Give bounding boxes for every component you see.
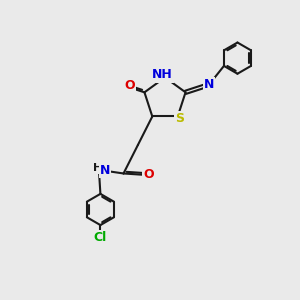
Text: N: N (100, 164, 110, 177)
Text: H: H (93, 163, 102, 173)
Text: Cl: Cl (94, 231, 107, 244)
Text: O: O (124, 79, 135, 92)
Text: N: N (204, 78, 214, 91)
Text: O: O (143, 169, 154, 182)
Text: S: S (175, 112, 184, 125)
Text: NH: NH (152, 68, 173, 82)
